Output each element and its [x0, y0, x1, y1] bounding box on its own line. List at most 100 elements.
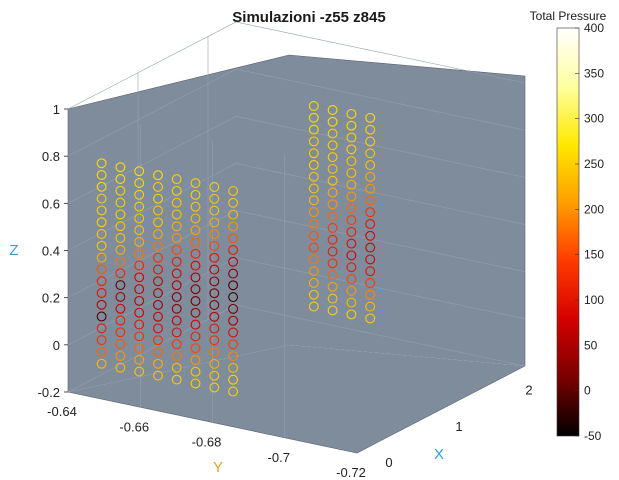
data-point: [209, 370, 220, 381]
data-point: [153, 335, 163, 346]
y-tick-label: -0.64: [47, 404, 77, 419]
data-point: [134, 354, 145, 365]
data-point: [134, 201, 145, 212]
grid-line: [67, 163, 526, 251]
y-axis-ticks: -0.64 -0.66 -0.68 -0.7 -0.72: [47, 404, 366, 480]
y-tick-label: -0.66: [119, 419, 149, 434]
data-point: [134, 260, 145, 271]
grid-line: [67, 21, 526, 110]
colorbar-tick-label: 150: [584, 248, 604, 262]
data-point: [153, 299, 163, 310]
data-point: [209, 193, 220, 204]
data-point: [153, 358, 163, 369]
data-point: [134, 225, 145, 236]
data-point: [190, 201, 201, 212]
data-point: [308, 207, 319, 218]
data-point: [171, 327, 182, 338]
colorbar-tick-label: 250: [584, 157, 604, 171]
data-point: [96, 288, 107, 298]
data-point: [346, 108, 357, 119]
data-point: [190, 378, 201, 389]
data-point: [327, 246, 338, 257]
data-point: [209, 358, 220, 369]
data-point: [209, 241, 220, 251]
data-point: [228, 362, 239, 373]
data-point: [190, 237, 201, 247]
data-point: [228, 209, 239, 220]
data-point: [171, 351, 182, 361]
data-point: [346, 262, 357, 273]
z-tick-label: 0.6: [42, 196, 60, 211]
data-point: [96, 229, 107, 239]
data-point: [209, 205, 220, 216]
data-point: [115, 362, 126, 373]
grid-line: [67, 116, 526, 204]
data-point: [365, 112, 376, 123]
data-point: [171, 185, 182, 196]
data-point: [134, 213, 145, 224]
data-point: [228, 339, 239, 350]
data-point: [96, 217, 107, 228]
data-point: [228, 280, 239, 291]
data-point: [228, 303, 239, 314]
data-point: [96, 252, 107, 263]
data-point: [346, 179, 357, 190]
data-point: [134, 284, 145, 295]
data-point: [365, 207, 376, 218]
data-point: [365, 195, 376, 206]
data-point: [346, 156, 357, 167]
data-point: [228, 386, 239, 397]
data-point: [134, 343, 145, 354]
data-point: [190, 284, 201, 295]
data-point: [209, 311, 220, 322]
data-point: [308, 218, 319, 229]
colorbar-tick-label: 50: [584, 338, 598, 352]
data-point: [134, 248, 145, 259]
data-point: [171, 244, 182, 255]
data-point: [134, 307, 145, 318]
colorbar-label: Total Pressure: [530, 9, 607, 23]
data-point: [153, 276, 163, 287]
colorbar-tick-label: 350: [584, 66, 604, 80]
data-point: [171, 303, 182, 314]
data-point: [365, 183, 376, 194]
data-point: [115, 162, 126, 173]
data-point: [190, 260, 201, 271]
data-point: [346, 215, 357, 226]
data-point: [365, 124, 376, 135]
data-point: [134, 178, 145, 188]
data-point: [115, 315, 126, 326]
data-point: [190, 366, 201, 377]
data-point: [115, 244, 126, 255]
y-axis-label: Y: [213, 459, 223, 476]
z-axis-label: Z: [9, 242, 18, 259]
data-point: [346, 167, 357, 178]
data-point: [327, 270, 338, 281]
data-point: [209, 288, 220, 299]
data-point: [308, 230, 319, 241]
z-tick-label: 0: [53, 338, 60, 353]
data-point: [134, 331, 145, 342]
data-point: [115, 233, 126, 243]
axes-3d: [67, 21, 526, 454]
z-axis-ticks: -0.2 0 0.2 0.4 0.6 0.8 1: [38, 102, 68, 400]
data-point: [365, 136, 376, 147]
data-point: [96, 299, 107, 310]
data-point: [190, 355, 201, 365]
data-point: [228, 186, 239, 196]
data-point: [190, 272, 201, 283]
data-point: [346, 120, 357, 131]
data-point: [115, 221, 126, 232]
data-point: [209, 382, 220, 393]
data-point: [115, 174, 126, 184]
data-point: [308, 171, 319, 182]
colorbar-tick-label: 300: [584, 112, 604, 126]
data-point: [153, 252, 163, 263]
data-point: [228, 221, 239, 232]
data-point: [346, 203, 357, 214]
data-point: [327, 175, 338, 186]
data-point: [365, 254, 376, 265]
data-point: [96, 358, 107, 369]
data-point: [327, 234, 338, 245]
data-point: [346, 274, 357, 284]
